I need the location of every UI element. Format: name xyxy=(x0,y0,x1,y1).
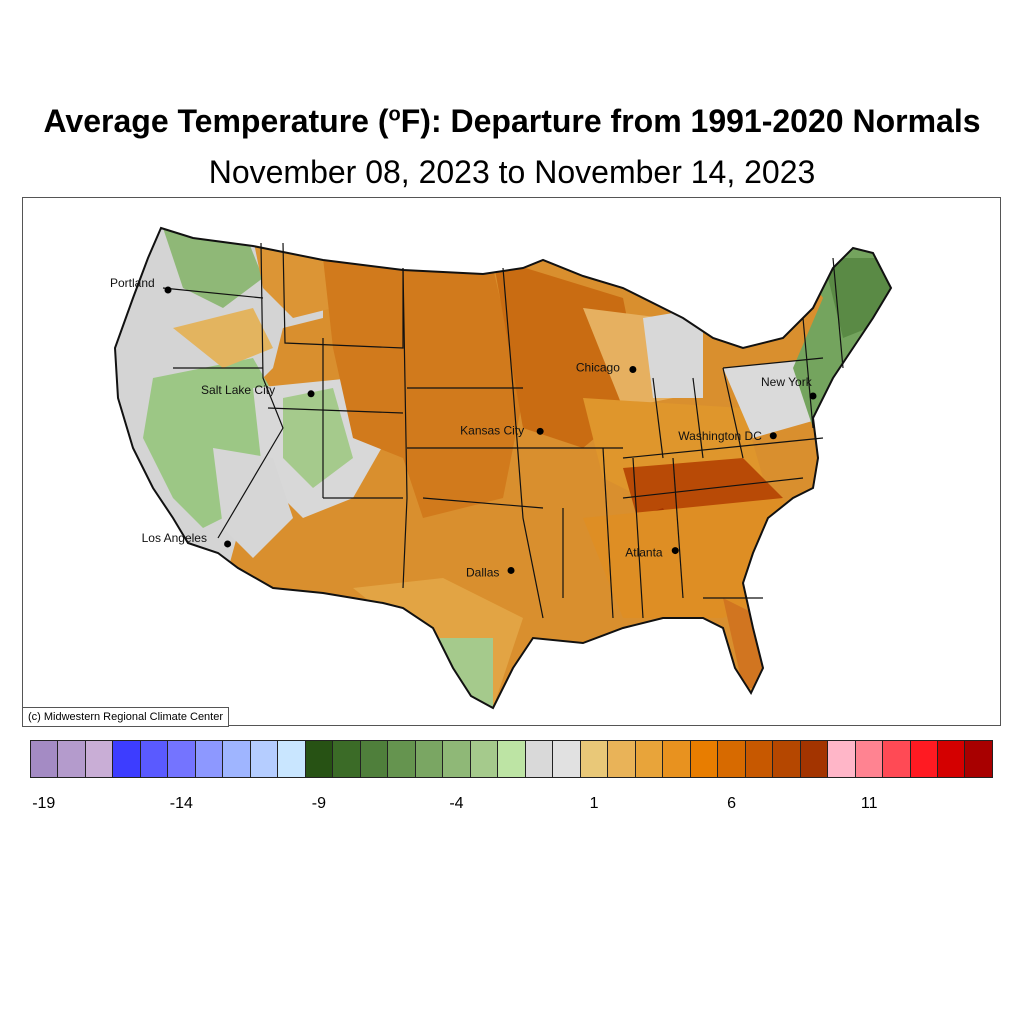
legend-swatch xyxy=(525,741,554,777)
title-rest: F): Departure from 1991-2020 Normals xyxy=(400,103,981,139)
legend-swatch xyxy=(415,741,444,777)
legend-bar xyxy=(30,740,993,778)
legend-tick-label: -14 xyxy=(169,795,193,812)
legend-swatch xyxy=(443,741,471,777)
legend-swatch xyxy=(718,741,746,777)
legend-swatch xyxy=(663,741,691,777)
city-label: Atlanta xyxy=(625,546,663,560)
legend-swatch xyxy=(883,741,911,777)
city-dot xyxy=(307,390,315,398)
map-subtitle: November 08, 2023 to November 14, 2023 xyxy=(208,154,816,190)
legend-swatch xyxy=(278,741,306,777)
legend-swatch xyxy=(168,741,196,777)
city-markers: Portland Salt Lake City Los Angeles Kansas … xyxy=(110,276,817,579)
city-label: Kansas City xyxy=(460,423,524,437)
legend-swatch xyxy=(250,741,279,777)
legend-swatch xyxy=(31,741,59,777)
legend-swatch xyxy=(195,741,224,777)
legend-tick-label: -19 xyxy=(32,795,56,812)
legend-tick-label: 11 xyxy=(860,795,878,812)
legend-swatch xyxy=(828,741,856,777)
legend-tick-label: -9 xyxy=(311,795,327,812)
city-dot xyxy=(809,392,817,400)
city-label: Portland xyxy=(110,276,155,290)
state-borders xyxy=(114,227,892,709)
legend-swatch xyxy=(305,741,334,777)
legend-swatch xyxy=(580,741,609,777)
city-label: Chicago xyxy=(576,361,620,375)
legend-swatch xyxy=(223,741,251,777)
city-dot xyxy=(671,547,679,555)
city-label: Los Angeles xyxy=(142,531,207,545)
title-main: Average Temperature ( xyxy=(43,103,389,139)
legend-swatch xyxy=(608,741,636,777)
legend-tick-label: 1 xyxy=(589,795,599,812)
legend-swatch xyxy=(773,741,801,777)
legend-swatch xyxy=(937,741,966,777)
legend-swatch xyxy=(910,741,938,777)
city-dot xyxy=(769,432,777,440)
city-dot xyxy=(507,566,515,574)
legend-swatch xyxy=(635,741,664,777)
copyright-notice: (c) Midwestern Regional Climate Center xyxy=(22,707,230,727)
legend-swatch xyxy=(690,741,719,777)
color-legend xyxy=(30,740,993,778)
legend-swatch xyxy=(85,741,114,777)
legend-swatch xyxy=(855,741,884,777)
legend-tick-label: -4 xyxy=(449,795,464,812)
city-dot xyxy=(224,540,232,548)
legend-swatch xyxy=(553,741,581,777)
legend-swatch xyxy=(58,741,86,777)
legend-swatch xyxy=(140,741,169,777)
city-dot xyxy=(164,286,172,294)
city-label: Salt Lake City xyxy=(201,383,275,397)
city-label: Dallas xyxy=(466,565,499,579)
legend-swatch xyxy=(333,741,361,777)
degree-symbol: o xyxy=(388,103,401,126)
map-title: Average Temperature (oF): Departure from… xyxy=(0,103,1024,140)
legend-ticks: -19 -14 -9 -4 1 6 11 xyxy=(30,795,993,815)
legend-swatch xyxy=(800,741,829,777)
city-dot xyxy=(536,427,544,435)
city-dot xyxy=(629,366,637,373)
legend-tick-label: 6 xyxy=(727,795,737,812)
legend-swatch xyxy=(113,741,141,777)
us-temperature-map: Portland Salt Lake City Los Angeles Kansas … xyxy=(110,227,892,709)
legend-swatch xyxy=(360,741,389,777)
map-frame: Portland Salt Lake City Los Angeles Kansas … xyxy=(22,197,1001,726)
legend-swatch xyxy=(965,741,992,777)
legend-swatch xyxy=(470,741,499,777)
legend-swatch xyxy=(388,741,416,777)
legend-swatch xyxy=(498,741,526,777)
anomaly-fill xyxy=(115,228,891,708)
city-label: Washington DC xyxy=(678,429,762,443)
city-label: New York xyxy=(761,375,813,389)
legend-swatch xyxy=(745,741,774,777)
